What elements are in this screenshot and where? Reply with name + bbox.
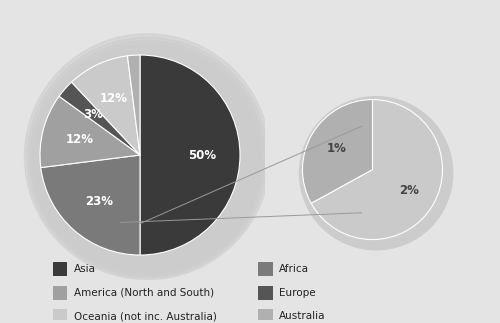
Text: 23%: 23%	[85, 195, 113, 208]
Text: 1%: 1%	[326, 142, 346, 155]
Circle shape	[24, 34, 270, 280]
Text: Africa: Africa	[280, 264, 310, 274]
Text: 12%: 12%	[66, 133, 94, 146]
Circle shape	[30, 41, 265, 276]
Text: Europe: Europe	[280, 288, 316, 298]
Bar	[258, 286, 273, 300]
Bar	[258, 262, 273, 276]
Wedge shape	[41, 155, 140, 255]
Wedge shape	[302, 99, 372, 203]
Bar	[52, 286, 68, 300]
Text: 50%: 50%	[188, 149, 216, 162]
Bar	[52, 262, 68, 276]
Circle shape	[36, 51, 254, 270]
Wedge shape	[128, 55, 140, 155]
Wedge shape	[40, 96, 140, 168]
Circle shape	[40, 55, 254, 268]
Wedge shape	[72, 56, 140, 155]
Text: 2%: 2%	[398, 184, 418, 197]
Circle shape	[35, 48, 260, 272]
Text: 12%: 12%	[100, 92, 128, 105]
Circle shape	[300, 97, 452, 250]
Text: Oceania (not inc. Australia): Oceania (not inc. Australia)	[74, 311, 217, 321]
Circle shape	[27, 37, 268, 278]
Circle shape	[43, 58, 252, 266]
Text: Australia: Australia	[280, 311, 326, 321]
Circle shape	[32, 44, 262, 274]
Wedge shape	[59, 82, 140, 155]
Text: America (North and South): America (North and South)	[74, 288, 214, 298]
Wedge shape	[311, 99, 442, 240]
Wedge shape	[140, 55, 240, 255]
Bar	[258, 309, 273, 323]
Text: 3%: 3%	[84, 108, 103, 120]
Bar	[52, 309, 68, 323]
Circle shape	[38, 51, 257, 270]
Text: Asia: Asia	[74, 264, 96, 274]
